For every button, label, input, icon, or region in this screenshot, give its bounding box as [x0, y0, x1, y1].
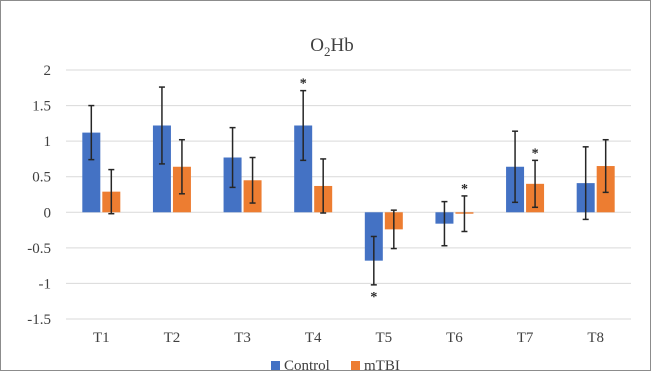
bar-control-t2 [152, 125, 171, 213]
legend-swatch [271, 361, 280, 370]
bar-layer [82, 125, 615, 261]
x-tick-label: T5 [375, 330, 392, 346]
error-bar [532, 159, 539, 209]
annotation-layer: * * * * [300, 77, 539, 305]
x-tick-label: T7 [517, 330, 534, 346]
significance-marker: * [370, 290, 377, 305]
error-bar [441, 200, 448, 247]
significance-marker: * [300, 77, 307, 92]
x-tick-label: T1 [93, 330, 110, 346]
error-bar [512, 130, 519, 204]
bar-control-t1 [82, 132, 101, 213]
x-tick-label: T6 [446, 330, 463, 346]
x-tick-label: T4 [305, 330, 322, 346]
legend-swatch [351, 361, 360, 370]
significance-marker: * [461, 182, 468, 197]
title-sub: 2 [324, 44, 331, 59]
legend-label: mTBI [364, 358, 400, 372]
x-tick-label: T2 [164, 330, 181, 346]
x-tick-label: T8 [587, 330, 604, 346]
y-tick-label: -1.5 [27, 312, 51, 328]
grid-layer [66, 69, 631, 320]
error-bar [582, 146, 589, 221]
y-tick-label: -1 [39, 276, 52, 292]
error-bar [158, 86, 165, 165]
error-bar [370, 235, 377, 286]
legend-label: Control [284, 358, 330, 372]
y-tick-label: 1.5 [32, 99, 51, 115]
error-bar [108, 168, 115, 215]
y-tick-layer: 2 1.5 1 0.5 0 -0.5 -1 -1.5 [27, 63, 51, 328]
title-base: O [310, 35, 324, 56]
error-bar [602, 138, 609, 194]
y-tick-label: 2 [44, 63, 52, 79]
error-bar [390, 209, 397, 250]
chart-title: O2Hb [310, 35, 353, 59]
error-bar [88, 104, 95, 161]
error-bar [178, 138, 185, 195]
y-tick-label: 1 [44, 134, 52, 150]
y-tick-label: -0.5 [27, 241, 51, 257]
x-tick-label: T3 [234, 330, 251, 346]
error-bar [461, 195, 468, 233]
error-bar-layer [88, 86, 609, 286]
y-tick-label: 0 [44, 205, 52, 221]
significance-marker: * [532, 146, 539, 161]
y-tick-label: 0.5 [32, 170, 51, 186]
legend: Control mTBI [271, 358, 400, 372]
error-bar [320, 158, 327, 214]
error-bar [300, 89, 307, 162]
title-rest: Hb [331, 35, 354, 56]
x-tick-layer: T1 T2 T3 T4 T5 T6 T7 T8 [93, 330, 604, 346]
bar-control-t4 [294, 125, 313, 213]
error-bar [229, 126, 236, 189]
error-bar [249, 156, 256, 204]
